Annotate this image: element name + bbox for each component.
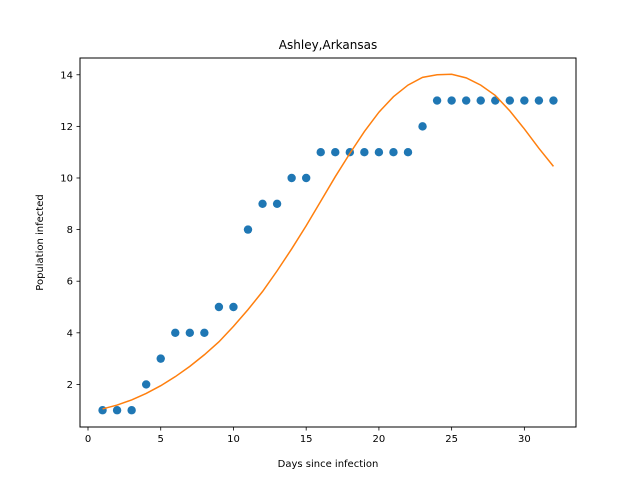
fit-line [102, 73, 555, 410]
data-point [316, 147, 325, 157]
data-point [272, 199, 282, 208]
y-tick-label: 6 [67, 277, 73, 288]
data-point [141, 380, 151, 389]
x-tick-label: 5 [158, 434, 164, 445]
y-tick-label: 8 [67, 225, 73, 236]
data-point [287, 173, 296, 183]
data-point [214, 302, 224, 312]
x-tick-label: 20 [373, 434, 386, 445]
data-point [171, 328, 180, 338]
data-point [258, 199, 267, 208]
data-point [243, 225, 253, 234]
data-point [403, 147, 413, 157]
data-point [185, 328, 195, 338]
data-point [98, 406, 107, 415]
data-point [331, 147, 340, 157]
data-point [447, 96, 456, 105]
x-tick-label: 0 [85, 434, 91, 445]
data-point [389, 147, 398, 157]
data-point [534, 96, 544, 105]
data-point [505, 96, 515, 105]
data-point [200, 328, 209, 338]
data-point [549, 96, 558, 105]
data-point [461, 96, 471, 105]
x-tick-label: 10 [227, 434, 240, 445]
data-point [112, 406, 122, 415]
data-point [374, 147, 384, 157]
y-tick-label: 2 [67, 380, 73, 391]
y-tick-label: 14 [60, 70, 73, 81]
data-point [301, 173, 311, 183]
y-axis-label: Population infected [35, 194, 46, 290]
x-axis: 0 5 10 15 20 25 30 [85, 427, 531, 445]
y-axis: 2 4 6 8 10 12 14 [60, 70, 80, 391]
plot-frame [79, 57, 577, 428]
data-point [156, 354, 165, 363]
data-point [432, 96, 442, 105]
y-tick-label: 4 [67, 328, 73, 339]
data-point [476, 96, 485, 105]
x-tick-label: 25 [445, 434, 458, 445]
chart-title: Ashley,Arkansas [279, 38, 377, 52]
x-axis-label: Days since infection [278, 459, 379, 470]
data-point [229, 302, 238, 312]
data-point [418, 122, 427, 131]
x-tick-label: 30 [518, 434, 531, 445]
y-tick-label: 12 [60, 122, 73, 133]
data-point [520, 96, 529, 105]
data-point [127, 406, 136, 415]
y-tick-label: 10 [60, 173, 73, 184]
x-tick-label: 15 [300, 434, 313, 445]
data-point [360, 147, 369, 157]
plot-area [98, 73, 558, 415]
